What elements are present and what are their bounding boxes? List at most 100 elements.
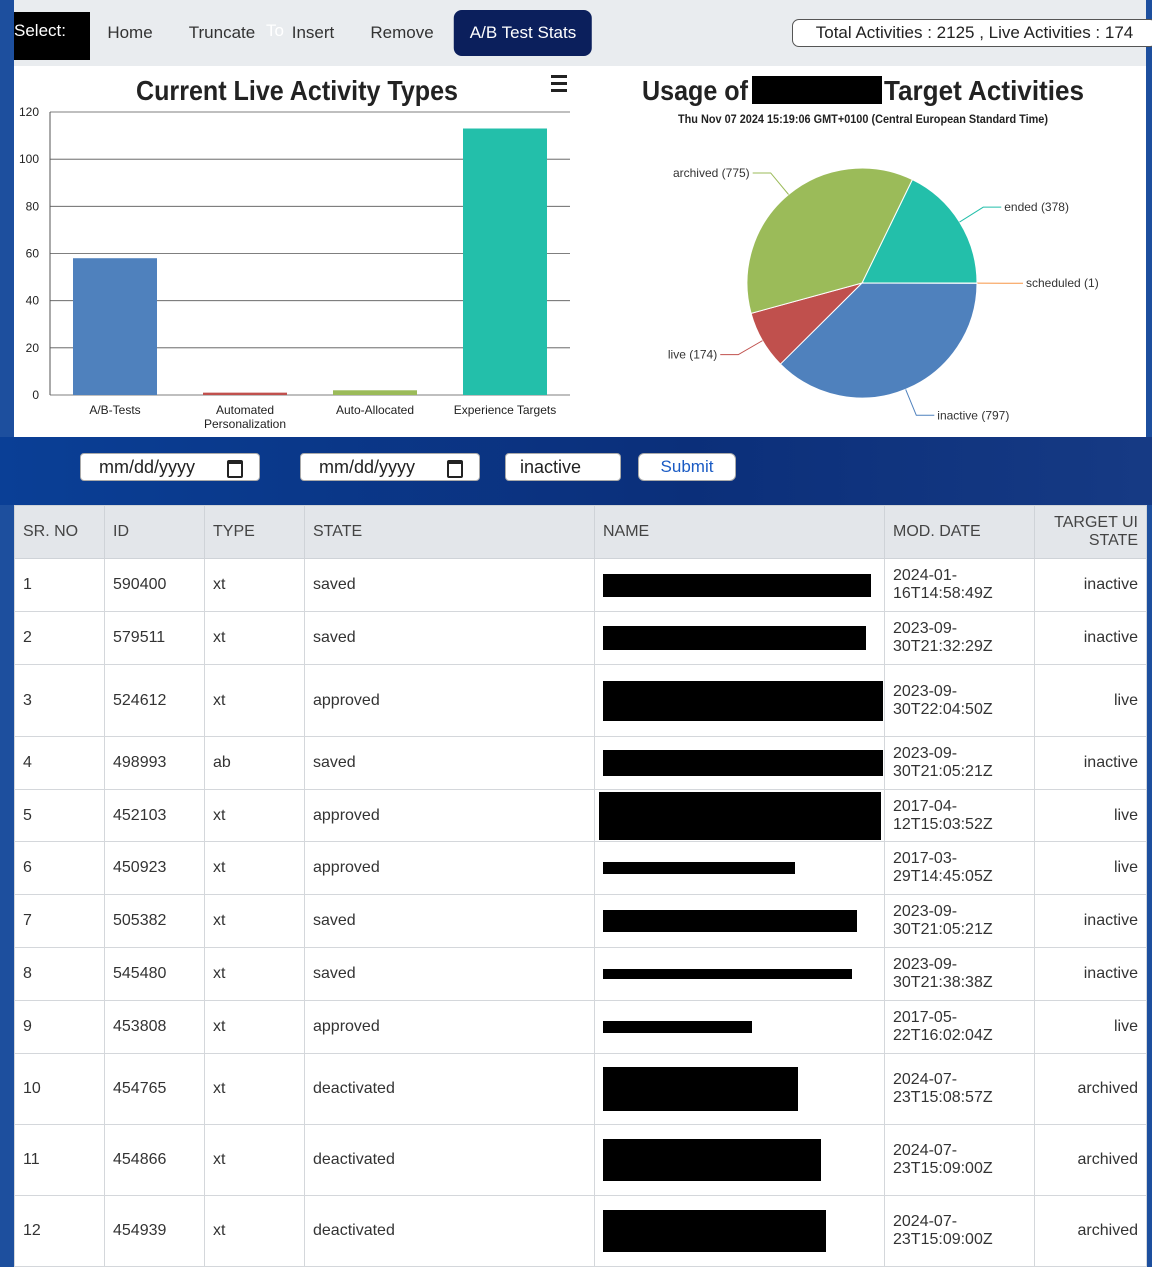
table-cell: 2023-09-30T21:05:21Z <box>885 895 1035 948</box>
table-cell: 1 <box>15 559 105 612</box>
table-cell: inactive <box>1035 895 1147 948</box>
table-cell: approved <box>305 1001 595 1054</box>
table-cell: xt <box>205 1001 305 1054</box>
y-tick-label: 0 <box>32 388 39 402</box>
table-cell: saved <box>305 895 595 948</box>
state-select[interactable]: inactive <box>505 453 621 481</box>
table-cell: 6 <box>15 842 105 895</box>
x-tick-label: Experience Targets <box>454 403 557 417</box>
submit-button[interactable]: Submit <box>638 453 736 481</box>
column-header: STATE <box>305 506 595 559</box>
redaction <box>603 862 795 874</box>
date-to[interactable]: mm/dd/yyyy <box>300 453 480 481</box>
table-cell: xt <box>205 665 305 737</box>
table-cell: 2017-05-22T16:02:04Z <box>885 1001 1035 1054</box>
column-header: ID <box>105 506 205 559</box>
table-cell: inactive <box>1035 559 1147 612</box>
table-cell: xt <box>205 948 305 1001</box>
table-cell: inactive <box>1035 612 1147 665</box>
pie-chart: Usage of Target Activities Thu Nov 07 2024… <box>594 66 1146 437</box>
nav-item[interactable]: Truncate <box>173 10 271 56</box>
connector <box>720 341 762 355</box>
redaction <box>599 792 881 840</box>
calendar-icon <box>447 460 463 478</box>
chart-title: Usage of <box>642 75 749 106</box>
name-cell <box>595 842 885 895</box>
y-tick-label: 40 <box>26 294 40 308</box>
name-cell <box>595 790 885 842</box>
connector <box>906 389 935 415</box>
nav-item[interactable]: Insert <box>276 10 351 56</box>
redaction <box>603 1139 821 1181</box>
table-cell: 454866 <box>105 1125 205 1196</box>
table-cell: 10 <box>15 1054 105 1125</box>
nav-item[interactable]: A/B Test Stats <box>454 10 592 56</box>
table-cell: archived <box>1035 1196 1147 1267</box>
table-cell: 545480 <box>105 948 205 1001</box>
table-cell: 590400 <box>105 559 205 612</box>
menu-icon <box>551 89 567 92</box>
chart-title: Target Activities <box>884 75 1084 106</box>
data-label: archived (775) <box>673 166 750 180</box>
column-header: NAME <box>595 506 885 559</box>
name-cell <box>595 948 885 1001</box>
column-header: TARGET UI STATE <box>1035 506 1147 559</box>
table-cell: 8 <box>15 948 105 1001</box>
redaction <box>603 1210 826 1252</box>
table-cell: live <box>1035 1001 1147 1054</box>
date-from[interactable]: mm/dd/yyyy <box>80 453 260 481</box>
y-tick-label: 60 <box>26 247 40 261</box>
name-cell <box>595 559 885 612</box>
redaction <box>603 1067 798 1111</box>
table-cell: 2 <box>15 612 105 665</box>
chart-subtitle: Thu Nov 07 2024 15:19:06 GMT+0100 (Centr… <box>678 112 1048 126</box>
x-tick-label: A/B-Tests <box>89 403 140 417</box>
table-cell: ab <box>205 737 305 790</box>
table-cell: 454765 <box>105 1054 205 1125</box>
y-tick-label: 80 <box>26 199 40 213</box>
stats-box: Total Activities : 2125 , Live Activitie… <box>792 19 1152 47</box>
table-cell: 453808 <box>105 1001 205 1054</box>
nav-item[interactable]: Home <box>91 10 168 56</box>
bar-chart: Current Live Activity Types0204060801001… <box>14 66 594 437</box>
table-cell: 2017-03-29T14:45:05Z <box>885 842 1035 895</box>
label-line: Personalization <box>204 417 286 431</box>
x-tick-label: Auto-Allocated <box>336 403 414 417</box>
table-cell: xt <box>205 842 305 895</box>
y-tick-label: 100 <box>19 152 39 166</box>
table-cell: archived <box>1035 1125 1147 1196</box>
table-cell: archived <box>1035 1054 1147 1125</box>
table-cell: 3 <box>15 665 105 737</box>
redaction <box>752 76 882 104</box>
connector <box>753 173 789 195</box>
data-label: live (174) <box>668 348 717 362</box>
table-cell: inactive <box>1035 737 1147 790</box>
menu-icon <box>551 75 567 78</box>
chart-title: Current Live Activity Types <box>136 75 458 106</box>
redaction <box>603 969 852 979</box>
data-label: scheduled (1) <box>1026 276 1099 290</box>
table-cell: inactive <box>1035 948 1147 1001</box>
top-nav: Total Activities : 2125 , Live Activitie… <box>14 0 1146 66</box>
nav-item[interactable]: Remove <box>354 10 449 56</box>
name-cell <box>595 1001 885 1054</box>
bar <box>333 390 417 395</box>
table-cell: 452103 <box>105 790 205 842</box>
table-cell: 2023-09-30T21:38:38Z <box>885 948 1035 1001</box>
connector <box>960 207 1002 222</box>
table-cell: 2024-07-23T15:09:00Z <box>885 1125 1035 1196</box>
table-cell: 524612 <box>105 665 205 737</box>
y-tick-label: 120 <box>19 105 39 119</box>
redaction <box>603 1021 752 1033</box>
table-cell: xt <box>205 1196 305 1267</box>
